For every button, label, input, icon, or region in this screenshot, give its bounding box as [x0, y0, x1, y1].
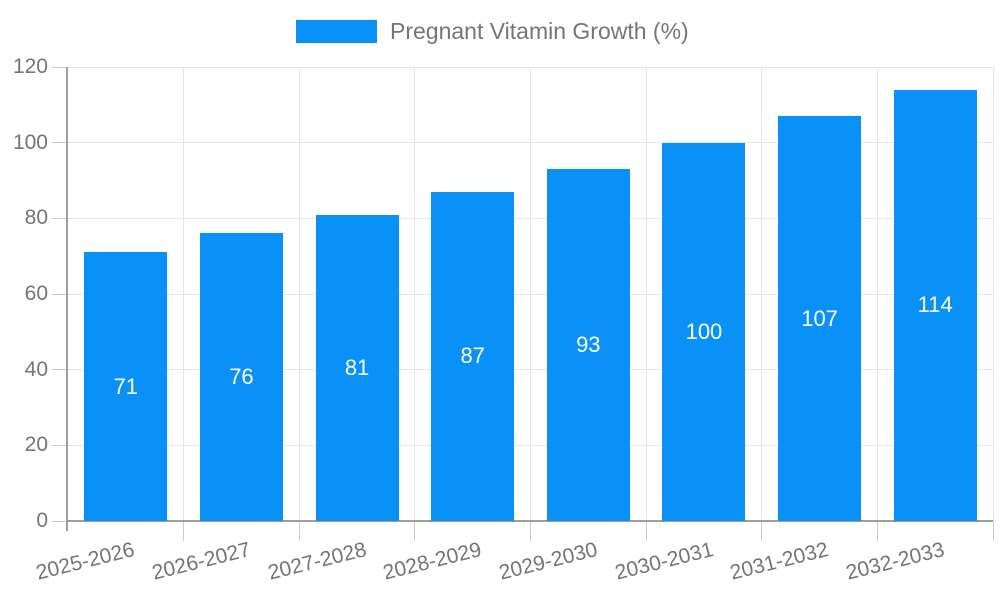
- bar-value-label: 71: [113, 373, 139, 399]
- x-tick-mark: [530, 521, 531, 541]
- v-gridline: [298, 67, 300, 521]
- v-gridline: [992, 67, 994, 521]
- x-tick-label: 2025-2026: [34, 538, 138, 585]
- legend-item[interactable]: Pregnant Vitamin Growth (%): [296, 20, 689, 43]
- legend-swatch: [296, 20, 377, 43]
- x-tick-label: 2032-2033: [843, 538, 947, 585]
- x-axis-line: [66, 520, 993, 522]
- x-tick-mark: [298, 521, 300, 541]
- bar-value-label: 76: [229, 364, 254, 390]
- v-gridline: [183, 67, 185, 521]
- bar-value-label: 93: [576, 332, 601, 358]
- y-tick-label: 120: [12, 55, 48, 78]
- x-tick-mark: [414, 521, 416, 541]
- y-tick-mark: [52, 66, 68, 68]
- bar[interactable]: [546, 169, 630, 521]
- bar-value-label: 100: [685, 318, 723, 344]
- v-gridline: [530, 67, 531, 521]
- y-tick-label: 0: [36, 509, 48, 532]
- x-tick-label: 2030-2031: [612, 538, 716, 585]
- v-gridline: [414, 67, 416, 521]
- y-tick-label: 40: [24, 357, 48, 381]
- v-gridline: [645, 67, 647, 521]
- y-tick-label: 20: [24, 433, 48, 457]
- x-tick-mark: [761, 521, 763, 541]
- bar[interactable]: [893, 89, 977, 521]
- y-axis-line: [66, 67, 68, 531]
- bar[interactable]: [199, 233, 283, 521]
- x-tick-mark: [645, 521, 647, 541]
- x-tick-label: 2029-2030: [496, 538, 600, 585]
- bar-value-label: 114: [917, 292, 953, 318]
- bar[interactable]: [315, 214, 399, 521]
- y-tick-label: 80: [24, 206, 48, 230]
- y-tick-mark: [52, 369, 68, 371]
- y-tick-mark: [52, 520, 68, 522]
- y-tick-mark: [52, 142, 68, 144]
- bar[interactable]: [778, 116, 862, 521]
- y-tick-label: 60: [24, 282, 48, 305]
- y-tick-label: 100: [12, 130, 48, 154]
- x-tick-mark: [183, 521, 185, 541]
- bar[interactable]: [431, 191, 515, 521]
- bar-value-label: 81: [344, 354, 370, 380]
- bar-value-label: 107: [801, 305, 838, 331]
- plot-area: 0 20 40 60 80 100 120 71 2025-2026 76 2026-2027 81 2…: [13, 56, 994, 585]
- y-tick-mark: [52, 444, 68, 446]
- y-tick-mark: [52, 293, 68, 295]
- bar[interactable]: [84, 252, 168, 521]
- x-tick-label: 2027-2028: [265, 538, 369, 585]
- x-tick-label: 2031-2032: [727, 538, 831, 585]
- x-tick-mark: [876, 521, 878, 541]
- legend-label: Pregnant Vitamin Growth (%): [390, 18, 689, 44]
- y-tick-mark: [52, 217, 68, 219]
- bar-value-label: 87: [460, 343, 485, 369]
- bar[interactable]: [662, 142, 746, 521]
- x-tick-label: 2026-2027: [149, 538, 253, 585]
- v-gridline: [761, 67, 763, 521]
- x-tick-label: 2028-2029: [380, 538, 485, 585]
- x-tick-mark: [992, 521, 994, 541]
- v-gridline: [876, 67, 878, 521]
